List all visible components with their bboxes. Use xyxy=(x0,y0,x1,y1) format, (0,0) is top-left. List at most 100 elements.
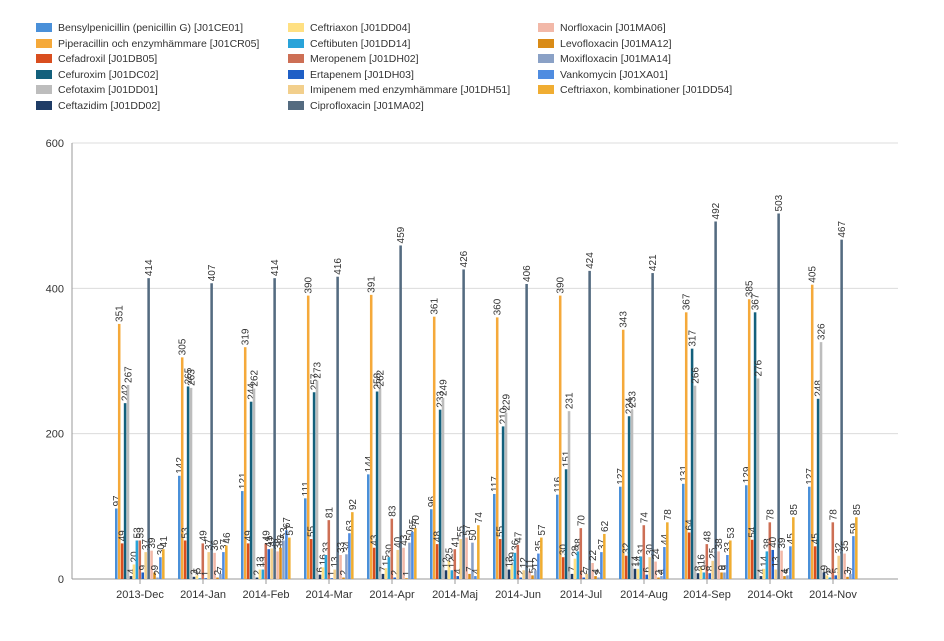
data-label: 3 xyxy=(189,569,200,575)
legend-item[interactable]: Moxifloxacin [J01MA14] xyxy=(538,53,671,65)
bar xyxy=(498,539,502,579)
legend-item[interactable]: Cefuroxim [J01DC02] xyxy=(36,69,158,81)
data-label: 2 xyxy=(516,570,527,576)
data-label: 24 xyxy=(651,548,662,560)
bar xyxy=(597,577,600,579)
bar xyxy=(204,578,208,579)
bar xyxy=(282,540,285,579)
bar xyxy=(816,398,820,579)
data-label: 41 xyxy=(264,536,275,548)
bar xyxy=(369,294,373,579)
legend-item[interactable]: Bensylpenicillin (penicillin G) [J01CE01… xyxy=(36,22,243,34)
bar xyxy=(333,569,336,579)
bar xyxy=(135,540,139,579)
bar xyxy=(258,569,262,579)
bar xyxy=(759,576,763,579)
data-label: 4 xyxy=(657,568,668,574)
legend-item[interactable]: Levofloxacin [J01MA12] xyxy=(538,38,671,50)
bar xyxy=(243,347,247,579)
legend-swatch xyxy=(36,85,52,94)
data-label: 360 xyxy=(493,298,504,315)
bar xyxy=(321,567,325,579)
bar xyxy=(435,544,439,579)
data-label: 14 xyxy=(630,555,641,567)
bar xyxy=(714,221,717,580)
data-label: 38 xyxy=(273,538,284,550)
legend-item[interactable]: Ceftibuten [J01DD14] xyxy=(288,38,410,50)
bar xyxy=(537,553,540,579)
bar xyxy=(144,552,147,579)
bar xyxy=(774,569,777,579)
data-label: 15 xyxy=(381,555,392,567)
y-tick-label: 200 xyxy=(46,429,64,441)
bar xyxy=(474,576,477,579)
bar xyxy=(372,547,376,579)
legend-item[interactable]: Cefotaxim [J01DD01] xyxy=(36,84,158,96)
data-label: 38 xyxy=(762,538,773,550)
legend-item[interactable]: Ceftazidim [J01DD02] xyxy=(36,100,160,112)
data-label: 70 xyxy=(576,515,587,527)
data-label: 224 xyxy=(625,397,636,414)
bar xyxy=(699,567,703,579)
bar xyxy=(705,544,709,579)
bar xyxy=(288,537,291,579)
data-label: 30 xyxy=(645,544,656,556)
data-label: 46 xyxy=(222,532,233,544)
bar xyxy=(312,392,316,579)
bar xyxy=(318,574,322,579)
data-label: 8 xyxy=(693,565,704,571)
data-label: 74 xyxy=(474,512,485,524)
bar xyxy=(633,568,637,579)
bar xyxy=(684,312,688,579)
data-label: 467 xyxy=(837,221,848,238)
data-label: 45 xyxy=(811,533,822,545)
legend-item[interactable]: Meropenem [J01DH02] xyxy=(288,53,419,65)
bar xyxy=(519,577,523,579)
data-label: 67 xyxy=(282,517,293,529)
data-label: 49 xyxy=(198,530,209,542)
legend-swatch xyxy=(538,23,554,32)
bar xyxy=(432,316,436,579)
bar xyxy=(696,573,700,579)
data-label: 35 xyxy=(840,540,851,552)
bar xyxy=(561,557,565,579)
bar xyxy=(396,549,399,579)
data-label: 1 xyxy=(402,570,413,576)
x-tick-label: 2014-Nov xyxy=(809,589,857,601)
bar xyxy=(624,555,628,579)
data-label: 33 xyxy=(723,541,734,553)
data-label: 4 xyxy=(126,568,137,574)
data-label: 50 xyxy=(405,529,416,541)
legend-item[interactable]: Ceftriaxon [J01DD04] xyxy=(288,22,410,34)
legend-label: Meropenem [J01DH02] xyxy=(310,53,419,65)
bar xyxy=(390,518,394,579)
bar xyxy=(528,571,531,579)
data-label: 55 xyxy=(496,525,507,537)
bar xyxy=(225,545,228,579)
legend-item[interactable]: Piperacillin och enzymhämmare [J01CR05] xyxy=(36,38,259,50)
legend-item[interactable]: Imipenem med enzymhämmare [J01DH51] xyxy=(288,84,510,96)
legend-item[interactable]: Ceftriaxon, kombinationer [J01DD54] xyxy=(538,84,732,96)
bar xyxy=(576,551,580,579)
legend-swatch xyxy=(288,23,304,32)
legend-item[interactable]: Vankomycin [J01XA01] xyxy=(538,69,668,81)
bar xyxy=(327,520,331,579)
bar xyxy=(825,575,829,579)
bar xyxy=(198,578,202,579)
legend-item[interactable]: Ciprofloxacin [J01MA02] xyxy=(288,100,424,112)
data-label: 416 xyxy=(333,258,344,275)
bar xyxy=(411,531,414,579)
data-label: 14 xyxy=(759,555,770,567)
data-label: 129 xyxy=(742,466,753,483)
data-label: 16 xyxy=(696,554,707,566)
legend-item[interactable]: Ertapenem [J01DH03] xyxy=(288,69,414,81)
data-label: 25 xyxy=(708,547,719,559)
legend-item[interactable]: Norfloxacin [J01MA06] xyxy=(538,22,666,34)
data-label: 36 xyxy=(210,539,221,551)
legend-item[interactable]: Cefadroxil [J01DB05] xyxy=(36,53,157,65)
bar xyxy=(813,546,817,579)
data-label: 19 xyxy=(507,552,518,564)
data-label: 390 xyxy=(556,276,567,293)
data-label: 5 xyxy=(822,567,833,573)
data-label: 37 xyxy=(141,539,152,551)
